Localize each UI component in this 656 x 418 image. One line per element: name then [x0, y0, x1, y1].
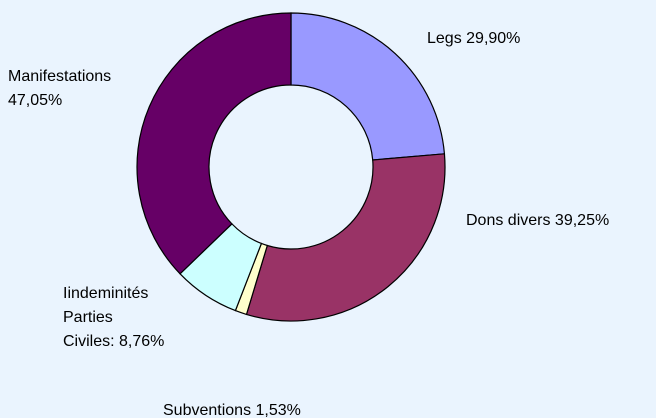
slice-label: Iindeminités Parties Civiles: 8,76%: [63, 285, 164, 350]
slice-label-line: Iindeminités: [63, 285, 148, 302]
slice-label-line: Parties: [63, 309, 113, 326]
donut-slice: [245, 153, 446, 322]
slice-label-line: Subventions 1,53%: [163, 402, 301, 418]
donut-slice: [136, 12, 292, 275]
slice-label-line: Manifestations: [8, 68, 111, 85]
slice-label: Legs 29,90%: [427, 30, 520, 47]
donut-slice: [290, 12, 446, 161]
slice-label-line: Legs 29,90%: [427, 30, 520, 47]
slice-label: Subventions 1,53%: [163, 402, 301, 418]
slice-label: Dons divers 39,25%: [466, 212, 609, 229]
slice-label-line: Civiles: 8,76%: [63, 333, 164, 350]
slice-label-line: Dons divers 39,25%: [466, 212, 609, 229]
slice-label: Manifestations 47,05%: [8, 68, 111, 109]
slice-label-line: 47,05%: [8, 92, 62, 109]
